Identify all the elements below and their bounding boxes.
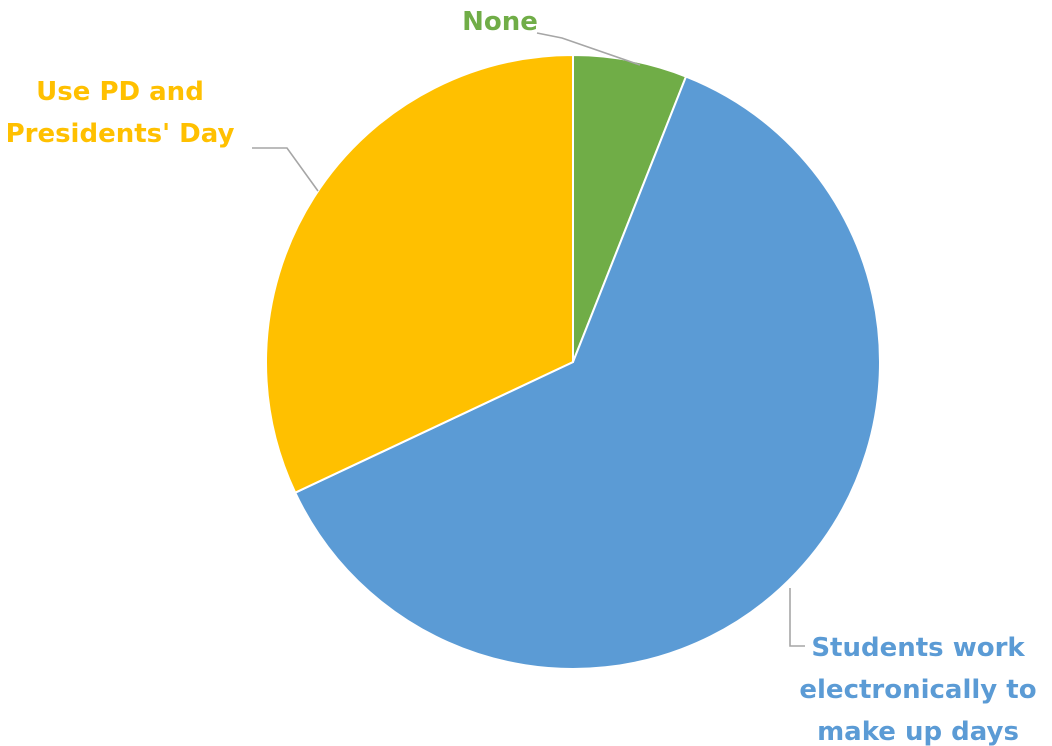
data-labels: None Students work electronically to make … bbox=[6, 7, 1037, 746]
data-label-line: electronically to bbox=[799, 675, 1036, 705]
pie-slice-2 bbox=[265, 53, 574, 495]
leader-line-none bbox=[536, 32, 641, 66]
data-label-none: None bbox=[462, 7, 538, 37]
data-label-use-pd: Use PD and Presidents' Day bbox=[6, 77, 235, 149]
data-label-students-work: Students work electronically to make up da… bbox=[799, 633, 1036, 746]
data-label-line: make up days bbox=[817, 717, 1019, 746]
pie-slices bbox=[265, 53, 882, 670]
data-label-line: Students work bbox=[811, 633, 1025, 663]
data-label-line: None bbox=[462, 7, 538, 37]
data-label-line: Use PD and bbox=[36, 77, 204, 107]
leader-lines bbox=[252, 32, 805, 647]
data-label-line: Presidents' Day bbox=[6, 119, 235, 149]
pie-slice-1 bbox=[293, 75, 882, 670]
leader-line-use-pd bbox=[252, 147, 319, 192]
leader-line-students-work bbox=[789, 588, 805, 647]
